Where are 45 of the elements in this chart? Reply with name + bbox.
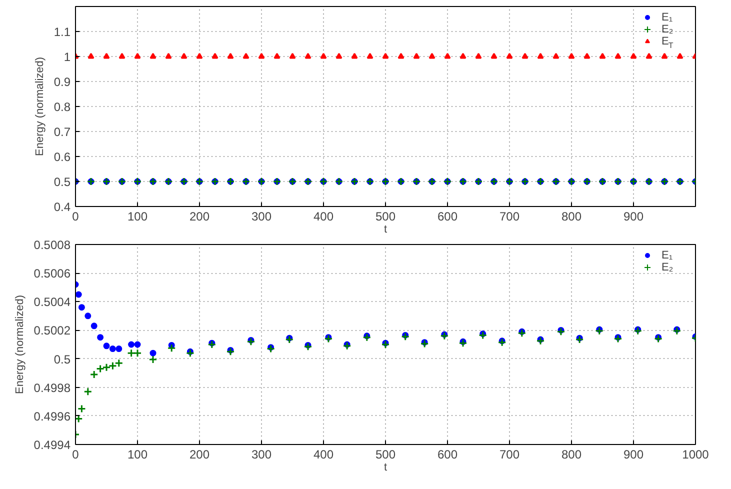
x-tick-label: 400: [313, 210, 334, 224]
y-axis-title: Energy (normalized): [14, 294, 26, 394]
x-tick-label: 400: [313, 448, 334, 462]
legend-label: E₂: [662, 24, 674, 36]
x-tick-label: 200: [189, 210, 210, 224]
x-tick-label: 900: [623, 210, 644, 224]
x-tick-label: 300: [251, 210, 272, 224]
y-tick-label: 0.5006: [34, 266, 71, 281]
legend-label: E₁: [662, 12, 673, 24]
x-tick-label: 700: [499, 210, 520, 224]
x-tick-label: 0: [72, 448, 80, 462]
x-tick-label: 500: [375, 210, 396, 224]
y-tick-label: 0.4998: [34, 380, 71, 395]
y-tick-label: 0.5: [54, 175, 71, 189]
x-tick-label: 100: [127, 448, 148, 462]
x-tick-label: 600: [437, 210, 458, 224]
x-tick-label: 900: [623, 448, 644, 462]
y-tick-label: 0.5008: [34, 238, 71, 252]
y-tick-label: 0.8: [54, 100, 71, 114]
y-tick-label: 0.4994: [34, 438, 71, 452]
y-tick-label: 0.4: [54, 200, 71, 214]
x-tick-label: 500: [375, 448, 396, 462]
y-tick-label: 0.5: [54, 352, 71, 366]
legend-label: E₂: [662, 262, 674, 274]
y-tick-label: 0.5002: [34, 324, 71, 338]
x-tick-label: 1000: [682, 448, 710, 462]
y-tick-label: 1: [64, 50, 71, 64]
x-axis-title: t: [384, 462, 388, 474]
y-tick-label: 0.7: [54, 125, 71, 139]
y-tick-label: 0.9: [54, 75, 71, 89]
y-tick-label: 0.4996: [34, 409, 71, 424]
x-tick-label: 700: [499, 448, 520, 462]
y-tick-label: 1.1: [54, 25, 71, 39]
x-tick-label: 800: [561, 448, 582, 462]
x-tick-label: 200: [189, 448, 210, 462]
y-tick-label: 0.6: [54, 150, 71, 164]
x-tick-label: 100: [127, 210, 148, 224]
legend-label: E₁: [662, 250, 673, 262]
x-tick-label: 300: [251, 448, 272, 462]
x-tick-label: 0: [72, 210, 80, 224]
y-tick-label: 0.5004: [34, 295, 71, 310]
x-tick-label: 800: [561, 210, 582, 224]
y-axis-title: Energy (normalized): [34, 56, 46, 156]
x-axis-title: t: [384, 224, 388, 236]
x-tick-label: 600: [437, 448, 458, 462]
